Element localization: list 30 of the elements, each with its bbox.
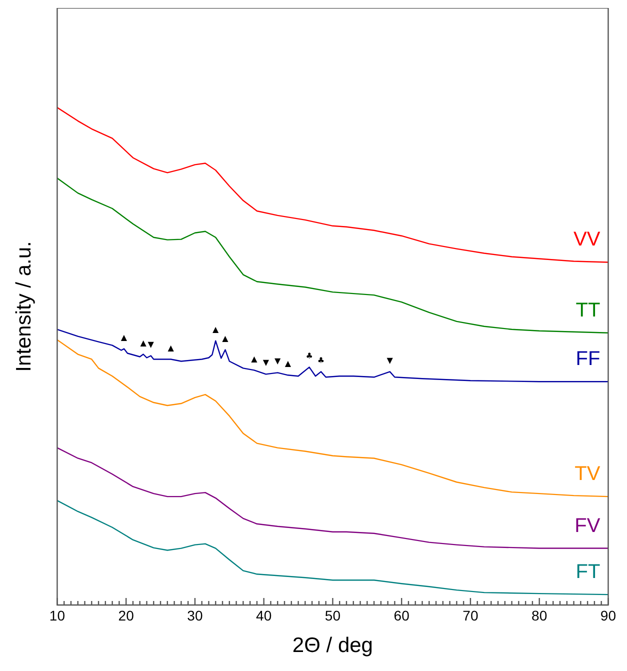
annotation: ▼ <box>274 356 282 366</box>
annotation: ▲ <box>251 354 258 364</box>
series-label: FV <box>574 514 601 537</box>
annotation: ♣ <box>306 351 313 360</box>
y-axis-title: Intensity / a.u. <box>12 241 36 372</box>
x-tick-label: 90 <box>600 607 616 624</box>
annotation: ▼ <box>262 358 270 368</box>
annotation: ▼ <box>148 340 155 349</box>
x-tick-label: 80 <box>532 607 548 624</box>
series-label: FT <box>576 561 600 584</box>
annotation: ▲ <box>222 334 230 343</box>
x-tick-label: 60 <box>394 607 410 624</box>
annotation: ▲ <box>168 343 175 352</box>
series-label: FF <box>576 348 600 370</box>
x-tick-label: 30 <box>187 607 203 624</box>
x-tick-label: 20 <box>118 607 134 624</box>
annotation: ▲ <box>140 338 148 348</box>
x-tick-label: 70 <box>462 607 478 624</box>
annotation: ♣ <box>317 356 325 365</box>
series-label: VV <box>574 228 601 251</box>
x-tick-label: 40 <box>256 607 272 624</box>
series-label: TT <box>576 299 600 322</box>
annotation: ▼ <box>386 356 394 365</box>
annotation: ▲ <box>284 359 292 368</box>
x-axis-title: 2Θ / deg <box>292 634 373 658</box>
series-label: TV <box>574 463 601 486</box>
x-tick-label: 10 <box>49 607 66 624</box>
annotation: ▲ <box>212 324 220 334</box>
x-tick-label: 50 <box>324 607 341 624</box>
annotation: ▲ <box>120 332 128 342</box>
